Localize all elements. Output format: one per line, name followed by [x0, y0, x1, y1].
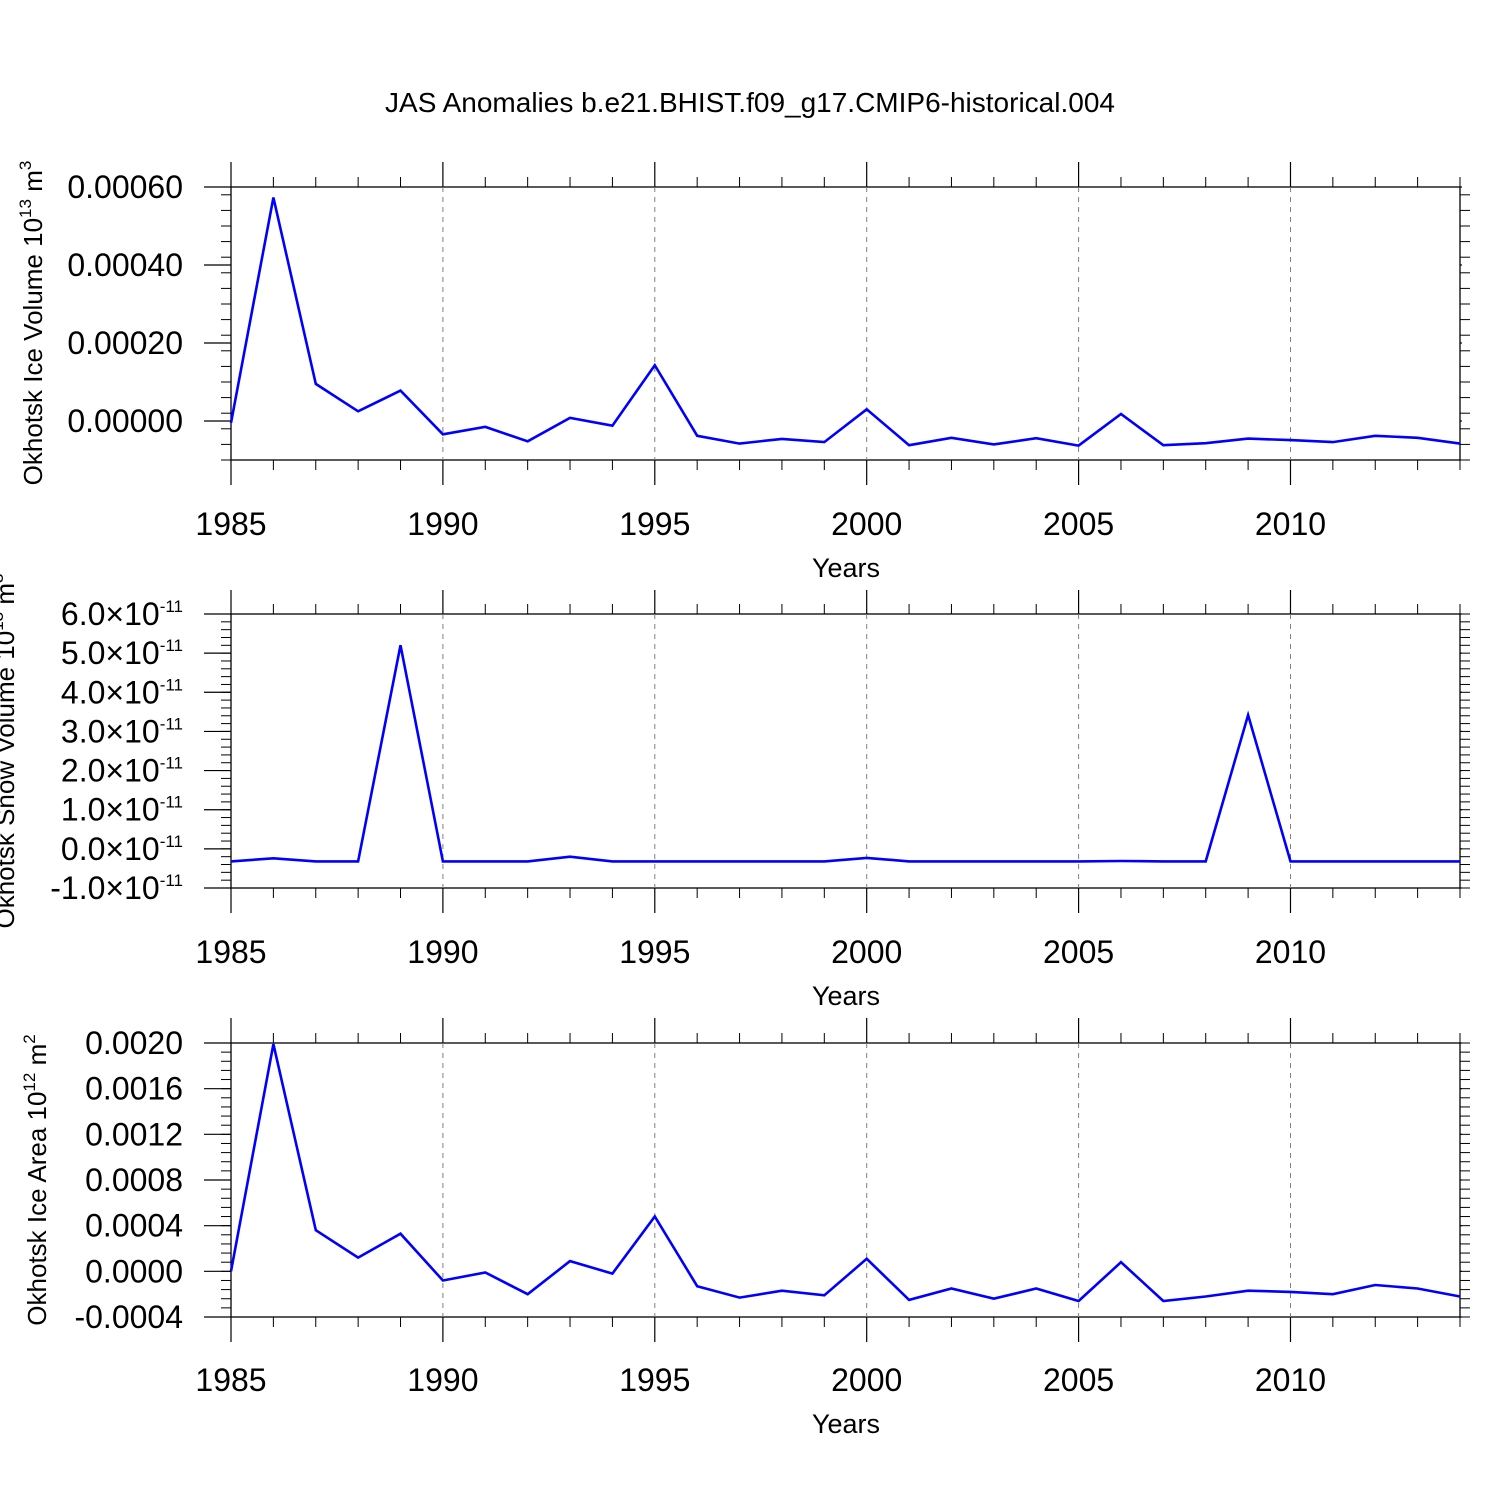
y-tick-label: 0.0×10-11: [61, 831, 183, 867]
x-axis-label: Years: [812, 981, 880, 1011]
series-line: [230, 645, 1460, 863]
x-tick-label: 2005: [1043, 506, 1114, 542]
x-tick-label: 2010: [1255, 1362, 1326, 1398]
x-tick-label: 1995: [619, 934, 690, 970]
y-tick-label: 0.00060: [67, 169, 183, 205]
plot-frame: [230, 613, 1461, 889]
y-tick-label: 0.0012: [85, 1116, 183, 1152]
x-tick-label: 1990: [407, 1362, 478, 1398]
y-tick-label: 0.0004: [85, 1208, 183, 1244]
y-tick-label: -0.0004: [74, 1299, 183, 1335]
y-tick-label: 1.0×10-11: [61, 792, 183, 828]
x-axis-label: Years: [812, 553, 880, 583]
y-tick-label: -1.0×10-11: [50, 870, 183, 906]
y-tick-label: 0.0000: [85, 1253, 183, 1289]
plot-frame: [230, 186, 1461, 461]
y-axis-label: Okhotsk Ice Area 1012 m2: [20, 1034, 52, 1325]
y-tick-label: 0.00000: [67, 403, 183, 439]
x-tick-label: 2000: [831, 934, 902, 970]
panel-2: 1985 1990 1995 2000 2005 2010 6.0×10-115.0×10-…: [0, 574, 1470, 1011]
y-axis-label: Okhotsk Ice Volume 1013 m3: [16, 161, 48, 486]
panels-group: 1985 1990 1995 2000 2005 2010 0.00060 0.00040 0.…: [0, 161, 1470, 1439]
y-tick-label: 2.0×10-11: [61, 753, 183, 789]
x-tick-label: 2010: [1255, 506, 1326, 542]
y-tick-label: 6.0×10-11: [61, 596, 183, 632]
series-line: [229, 197, 1461, 447]
y-tick-label: 0.0020: [85, 1025, 183, 1061]
x-tick-label: 1995: [619, 506, 690, 542]
x-tick-label: 2005: [1043, 934, 1114, 970]
x-tick-label: 1995: [619, 1362, 690, 1398]
y-tick-label: 0.0008: [85, 1162, 183, 1198]
x-tick-label: 2010: [1255, 934, 1326, 970]
y-tick-label: 0.0016: [85, 1071, 183, 1107]
y-tick-label: 0.00020: [67, 325, 183, 361]
y-tick-label: 5.0×10-11: [61, 635, 183, 671]
x-tick-label: 2000: [831, 1362, 902, 1398]
y-tick-label: 0.00040: [67, 247, 183, 283]
panel-3: 1985 1990 1995 2000 2005 2010 0.0020 0.0016 0.00…: [20, 1018, 1470, 1439]
x-tick-label: 2000: [831, 506, 902, 542]
x-tick-label: 1990: [407, 506, 478, 542]
x-axis-label: Years: [812, 1409, 880, 1439]
y-tick-label: 3.0×10-11: [61, 713, 183, 749]
x-tick-label: 1985: [195, 1362, 266, 1398]
x-tick-label: 2005: [1043, 1362, 1114, 1398]
panel-1: 1985 1990 1995 2000 2005 2010 0.00060 0.00040 0.…: [16, 161, 1470, 583]
y-tick-label: 4.0×10-11: [61, 674, 183, 710]
series-line: [229, 1043, 1461, 1303]
y-axis-label: Okhotsk Snow Volume 1013 m3: [0, 574, 20, 929]
x-tick-label: 1985: [195, 934, 266, 970]
x-tick-label: 1985: [195, 506, 266, 542]
x-tick-label: 1990: [407, 934, 478, 970]
figure-title: JAS Anomalies b.e21.BHIST.f09_g17.CMIP6-…: [385, 87, 1115, 118]
